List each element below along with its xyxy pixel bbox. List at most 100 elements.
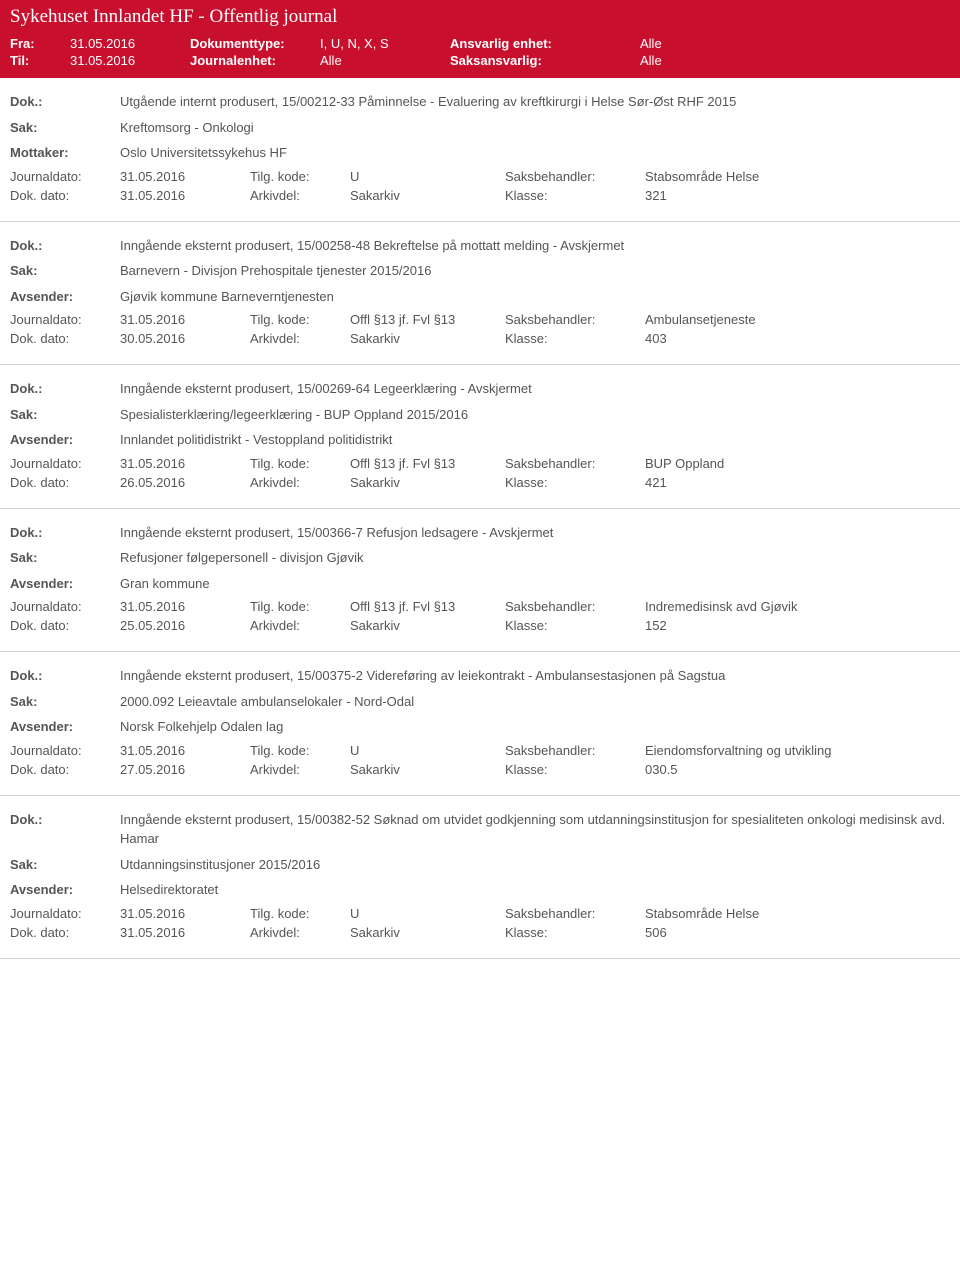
entry-divider [0,958,960,959]
sender-value: Gjøvik kommune Barneverntjenesten [120,287,950,307]
tilgkode-value: Offl §13 jf. Fvl §13 [350,599,505,614]
meta-row-1: Journaldato: 31.05.2016 Tilg. kode: Offl… [10,456,950,471]
saksbehandler-value: Ambulansetjeneste [645,312,756,327]
sak-row: Sak: Barnevern - Divisjon Prehospitale t… [10,261,950,281]
journal-entry: Dok.: Inngående eksternt produsert, 15/0… [0,222,960,365]
sak-label: Sak: [10,405,120,425]
klasse-value: 506 [645,925,667,940]
saksbehandler-label: Saksbehandler: [505,456,645,471]
dok-value: Inngående eksternt produsert, 15/00258-4… [120,236,950,256]
saksbehandler-label: Saksbehandler: [505,743,645,758]
saksbehandler-value: Stabsområde Helse [645,906,759,921]
sak-value: 2000.092 Leieavtale ambulanselokaler - N… [120,692,950,712]
sender-row: Mottaker: Oslo Universitetssykehus HF [10,143,950,163]
saksbehandler-label: Saksbehandler: [505,599,645,614]
klasse-value: 321 [645,188,667,203]
meta-row-2: Dok. dato: 26.05.2016 Arkivdel: Sakarkiv… [10,475,950,490]
meta-row-1: Journaldato: 31.05.2016 Tilg. kode: Offl… [10,312,950,327]
sender-label: Mottaker: [10,143,120,163]
fra-label: Fra: [10,36,70,51]
journaldato-value: 31.05.2016 [120,906,250,921]
sender-label: Avsender: [10,287,120,307]
saksbehandler-value: Indremedisinsk avd Gjøvik [645,599,797,614]
journal-entry: Dok.: Inngående eksternt produsert, 15/0… [0,796,960,958]
journal-entry: Dok.: Inngående eksternt produsert, 15/0… [0,652,960,795]
journaldato-label: Journaldato: [10,169,120,184]
meta-row-2: Dok. dato: 25.05.2016 Arkivdel: Sakarkiv… [10,618,950,633]
saksbehandler-label: Saksbehandler: [505,312,645,327]
sender-label: Avsender: [10,574,120,594]
tilgkode-value: U [350,906,505,921]
dokumenttype-label: Dokumenttype: [190,36,320,51]
arkivdel-value: Sakarkiv [350,331,505,346]
dokdato-label: Dok. dato: [10,762,120,777]
fra-value: 31.05.2016 [70,36,190,51]
klasse-label: Klasse: [505,925,645,940]
sak-label: Sak: [10,692,120,712]
dokumenttype-value: I, U, N, X, S [320,36,450,51]
dok-value: Inngående eksternt produsert, 15/00366-7… [120,523,950,543]
dok-label: Dok.: [10,236,120,256]
sender-row: Avsender: Gran kommune [10,574,950,594]
dok-row: Dok.: Inngående eksternt produsert, 15/0… [10,379,950,399]
tilgkode-label: Tilg. kode: [250,906,350,921]
tilgkode-value: Offl §13 jf. Fvl §13 [350,456,505,471]
klasse-label: Klasse: [505,331,645,346]
tilgkode-label: Tilg. kode: [250,169,350,184]
sender-row: Avsender: Innlandet politidistrikt - Ves… [10,430,950,450]
arkivdel-label: Arkivdel: [250,475,350,490]
arkivdel-value: Sakarkiv [350,475,505,490]
sender-value: Gran kommune [120,574,950,594]
arkivdel-value: Sakarkiv [350,618,505,633]
entries-container: Dok.: Utgående internt produsert, 15/002… [0,78,960,959]
journal-entry: Dok.: Inngående eksternt produsert, 15/0… [0,365,960,508]
arkivdel-label: Arkivdel: [250,618,350,633]
journalenhet-label: Journalenhet: [190,53,320,68]
page-header: Sykehuset Innlandet HF - Offentlig journ… [0,0,960,78]
dokdato-label: Dok. dato: [10,618,120,633]
til-value: 31.05.2016 [70,53,190,68]
saksbehandler-value: Eiendomsforvaltning og utvikling [645,743,831,758]
arkivdel-value: Sakarkiv [350,762,505,777]
dok-label: Dok.: [10,379,120,399]
klasse-value: 421 [645,475,667,490]
meta-row-1: Journaldato: 31.05.2016 Tilg. kode: U Sa… [10,743,950,758]
sender-value: Oslo Universitetssykehus HF [120,143,950,163]
meta-row-1: Journaldato: 31.05.2016 Tilg. kode: Offl… [10,599,950,614]
dok-row: Dok.: Inngående eksternt produsert, 15/0… [10,523,950,543]
journaldato-label: Journaldato: [10,312,120,327]
dok-label: Dok.: [10,666,120,686]
saksansvarlig-label: Saksansvarlig: [450,53,640,68]
page-title: Sykehuset Innlandet HF - Offentlig journ… [10,6,950,28]
dok-label: Dok.: [10,523,120,543]
sender-row: Avsender: Gjøvik kommune Barneverntjenes… [10,287,950,307]
sak-label: Sak: [10,548,120,568]
sender-label: Avsender: [10,430,120,450]
dok-value: Inngående eksternt produsert, 15/00375-2… [120,666,950,686]
journaldato-value: 31.05.2016 [120,312,250,327]
journal-entry: Dok.: Utgående internt produsert, 15/002… [0,78,960,221]
dokdato-value: 27.05.2016 [120,762,250,777]
sak-row: Sak: Refusjoner følgepersonell - divisjo… [10,548,950,568]
sak-row: Sak: 2000.092 Leieavtale ambulanselokale… [10,692,950,712]
sak-value: Kreftomsorg - Onkologi [120,118,950,138]
meta-row-2: Dok. dato: 27.05.2016 Arkivdel: Sakarkiv… [10,762,950,777]
sender-label: Avsender: [10,880,120,900]
dokdato-value: 26.05.2016 [120,475,250,490]
klasse-value: 152 [645,618,667,633]
klasse-value: 030.5 [645,762,678,777]
klasse-value: 403 [645,331,667,346]
journaldato-label: Journaldato: [10,599,120,614]
saksbehandler-value: Stabsområde Helse [645,169,759,184]
journal-entry: Dok.: Inngående eksternt produsert, 15/0… [0,509,960,652]
arkivdel-label: Arkivdel: [250,188,350,203]
sender-value: Norsk Folkehjelp Odalen lag [120,717,950,737]
dok-label: Dok.: [10,92,120,112]
sender-row: Avsender: Norsk Folkehjelp Odalen lag [10,717,950,737]
journaldato-value: 31.05.2016 [120,743,250,758]
sak-label: Sak: [10,118,120,138]
meta-row-2: Dok. dato: 31.05.2016 Arkivdel: Sakarkiv… [10,925,950,940]
klasse-label: Klasse: [505,762,645,777]
dok-value: Utgående internt produsert, 15/00212-33 … [120,92,950,112]
sak-row: Sak: Spesialisterklæring/legeerklæring -… [10,405,950,425]
